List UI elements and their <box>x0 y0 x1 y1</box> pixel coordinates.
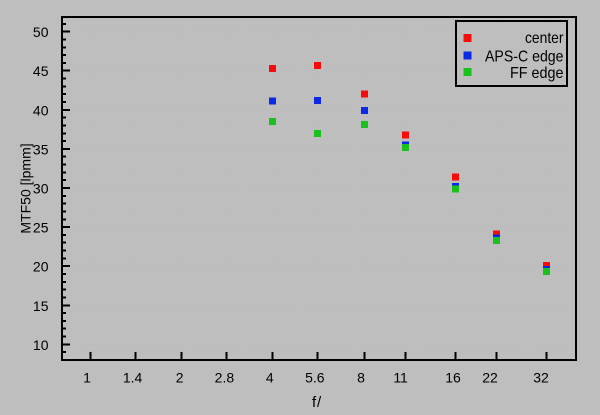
svg-text:40: 40 <box>33 102 49 118</box>
svg-text:32: 32 <box>533 369 549 385</box>
svg-text:f/: f/ <box>312 394 322 411</box>
svg-text:5.6: 5.6 <box>305 369 325 385</box>
svg-text:50: 50 <box>33 24 49 40</box>
svg-text:8: 8 <box>357 369 365 385</box>
svg-text:20: 20 <box>33 259 49 275</box>
svg-text:1.4: 1.4 <box>123 369 143 385</box>
svg-text:15: 15 <box>33 298 49 314</box>
svg-text:35: 35 <box>33 141 49 157</box>
svg-text:30: 30 <box>33 181 49 197</box>
svg-text:22: 22 <box>482 369 498 385</box>
svg-text:2.8: 2.8 <box>215 369 235 385</box>
svg-text:2: 2 <box>176 369 184 385</box>
svg-text:45: 45 <box>33 63 49 79</box>
svg-text:center: center <box>525 30 564 47</box>
svg-text:11: 11 <box>393 369 408 385</box>
svg-text:10: 10 <box>33 337 49 353</box>
svg-text:APS-C edge: APS-C edge <box>485 48 564 65</box>
svg-text:16: 16 <box>445 369 461 385</box>
svg-text:4: 4 <box>266 369 274 385</box>
svg-text:25: 25 <box>33 220 49 236</box>
svg-text:MTF50 [lpmm]: MTF50 [lpmm] <box>18 143 34 233</box>
svg-text:FF edge: FF edge <box>510 65 564 82</box>
svg-text:1: 1 <box>83 369 91 385</box>
